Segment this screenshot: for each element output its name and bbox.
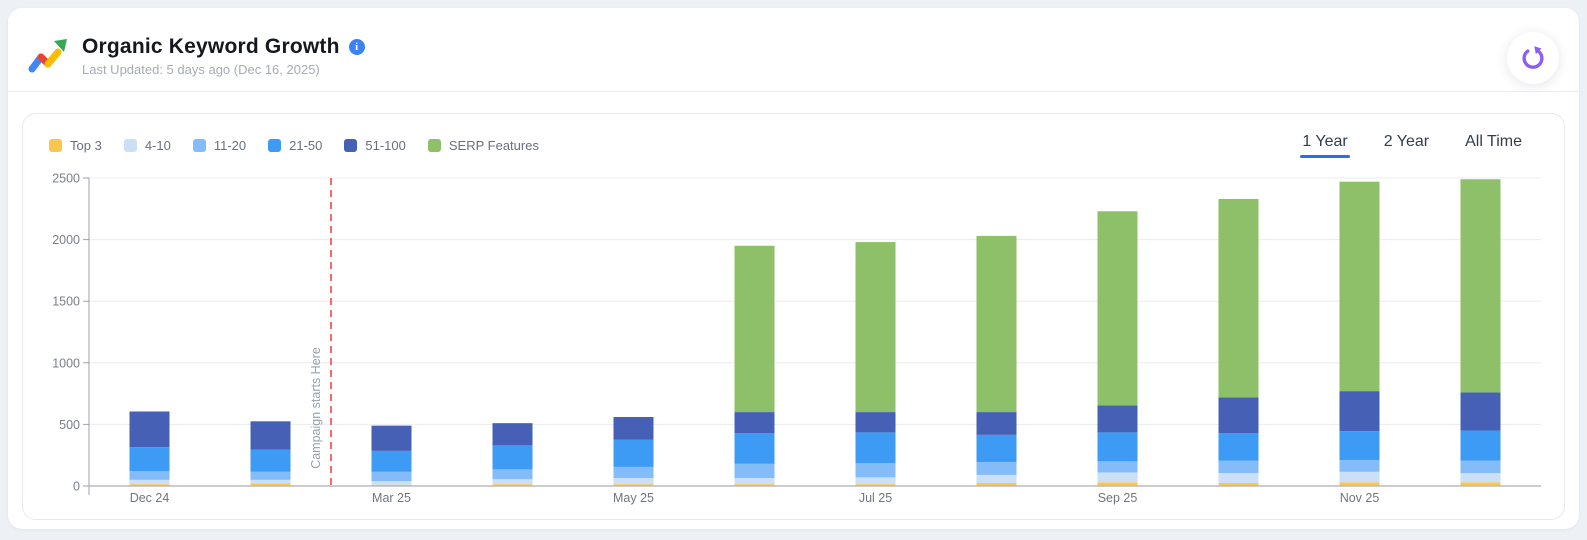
legend-label: SERP Features [448, 137, 539, 153]
legend-item-21-50[interactable]: 21-50 [268, 138, 322, 153]
stacked-bar-chart: 0 500 1000 1500 2000 2500 Dec 24 Mar 25 May 25 Ju… [24, 161, 1564, 516]
legend-swatch [344, 138, 358, 152]
y-axis-label: 2000 [52, 233, 80, 247]
refresh-icon [1522, 45, 1544, 69]
x-axis-label: Mar 25 [372, 491, 411, 505]
trend-up-icon [28, 38, 67, 72]
info-icon[interactable]: i [348, 38, 365, 55]
y-axis-label: 1500 [52, 295, 80, 309]
y-axis-label: 1000 [52, 356, 80, 370]
bar-10[interactable] [1339, 181, 1380, 486]
bar-6[interactable] [855, 242, 896, 486]
bar-5[interactable] [734, 245, 775, 486]
tab-1-year[interactable]: 1 Year [1300, 133, 1351, 158]
chart-card: Top 3 4-10 11-20 21-50 51-100 SERP Features 1… [22, 113, 1565, 520]
y-axis-label: 500 [59, 418, 80, 432]
x-axis-label: May 25 [613, 491, 654, 505]
bar-4[interactable] [613, 417, 654, 486]
legend-swatch [192, 138, 206, 152]
legend-item-serp-features[interactable]: SERP Features [427, 137, 539, 153]
time-range-tabs: 1 Year 2 Year All Time [1300, 132, 1522, 158]
x-axis-label: Nov 25 [1340, 491, 1380, 505]
bar-11[interactable] [1460, 179, 1501, 486]
legend-label: 4-10 [144, 137, 171, 153]
legend-item-4-10[interactable]: 4-10 [123, 137, 171, 153]
legend-item-51-100[interactable]: 51-100 [344, 137, 406, 153]
bar-9[interactable] [1218, 198, 1259, 486]
legend-swatch [427, 138, 441, 152]
legend-label: 21-50 [289, 137, 323, 153]
campaign-start-label: Campaign starts Here [309, 347, 323, 469]
legend-swatch [268, 138, 282, 152]
bar-1[interactable] [250, 421, 291, 486]
legend-label: Top 3 [70, 137, 102, 153]
legend-label: 11-20 [213, 137, 247, 153]
legend-swatch [49, 138, 62, 152]
y-axis-label: 2500 [52, 172, 80, 186]
legend-label: 51-100 [365, 137, 406, 153]
legend-item-11-20[interactable]: 11-20 [192, 137, 247, 153]
bar-0[interactable] [129, 411, 170, 486]
legend-item-top-3[interactable]: Top 3 [49, 138, 102, 153]
legend-swatch [123, 138, 137, 152]
x-axis-label: Dec 24 [130, 491, 170, 505]
chart-legend: Top 3 4-10 11-20 21-50 51-100 SERP Features [49, 138, 539, 153]
tab-2-year[interactable]: 2 Year [1383, 132, 1430, 150]
bar-3[interactable] [492, 423, 533, 486]
y-axis-label: 0 [73, 480, 80, 494]
widget-header: Organic Keyword Growth i Last Updated: 5… [8, 8, 1579, 92]
tab-all-time[interactable]: All Time [1465, 132, 1522, 150]
bar-2[interactable] [371, 425, 412, 486]
x-axis-label: Jul 25 [859, 491, 892, 505]
page-title: Organic Keyword Growth [82, 34, 340, 58]
organic-keyword-growth-widget: Organic Keyword Growth i Last Updated: 5… [8, 8, 1579, 529]
bar-8[interactable] [1097, 211, 1138, 486]
refresh-button[interactable] [1507, 31, 1559, 84]
bar-7[interactable] [976, 235, 1017, 486]
x-axis-label: Sep 25 [1098, 491, 1138, 505]
last-updated-text: Last Updated: 5 days ago (Dec 16, 2025) [82, 61, 320, 77]
